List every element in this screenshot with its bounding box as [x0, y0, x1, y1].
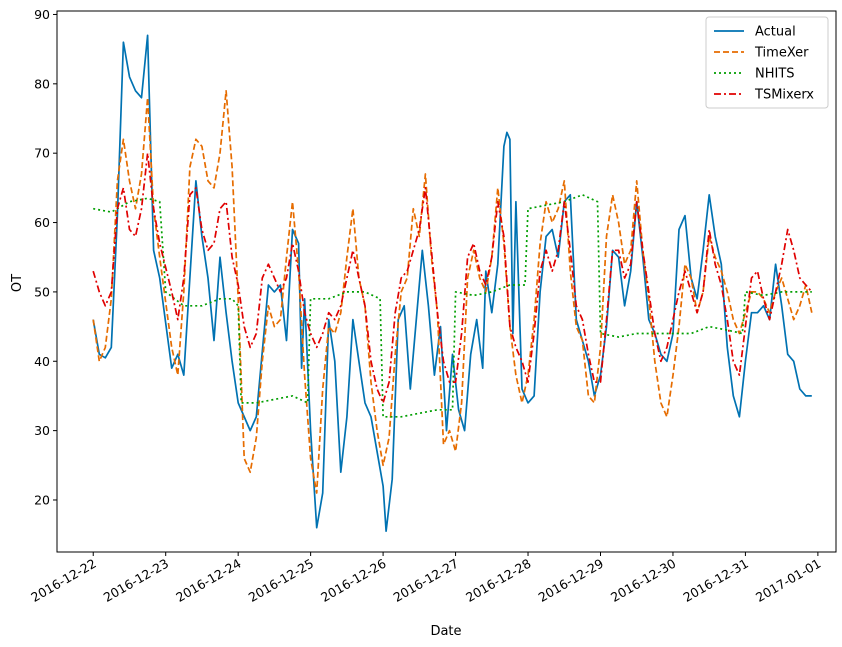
- series-line-tsmixerx: [92, 152, 813, 404]
- y-tick-label: 30: [34, 423, 50, 438]
- legend-label-actual: Actual: [755, 25, 796, 40]
- series-line-nhits: [93, 193, 812, 418]
- y-axis-title: OT: [10, 274, 25, 292]
- legend-label-timexer: TimeXer: [754, 46, 809, 61]
- x-axis-title: Date: [430, 624, 461, 639]
- y-tick-label: 80: [34, 76, 50, 91]
- y-tick-label: 70: [34, 146, 50, 161]
- y-axis: 20 30 40 50 60 70 80 90: [34, 7, 57, 507]
- legend-label-nhits: NHITS: [755, 67, 795, 82]
- plot-frame: [56, 10, 837, 553]
- legend-label-tsmixerx: TSMixerx: [754, 88, 814, 103]
- y-tick-label: 90: [34, 7, 50, 22]
- y-tick-label: 60: [34, 215, 50, 230]
- legend: Actual TimeXer NHITS TSMixerx: [705, 16, 829, 109]
- legend-box: [705, 16, 829, 109]
- series-layer: [92, 34, 813, 533]
- y-tick-label: 20: [34, 492, 50, 507]
- y-tick-label: 50: [34, 284, 50, 299]
- y-tick-label: 40: [34, 354, 50, 369]
